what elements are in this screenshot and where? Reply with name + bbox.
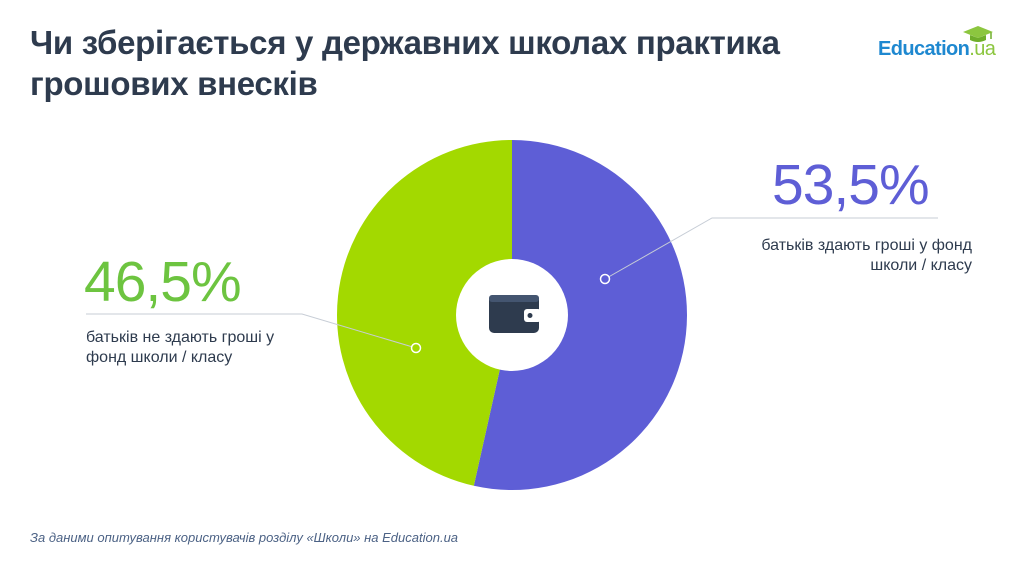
callout-line xyxy=(604,217,938,280)
logo-text: Education.ua xyxy=(878,38,996,60)
pie-slice-not-paying xyxy=(336,140,512,486)
pie-slice-paying xyxy=(473,140,687,490)
page-title: Чи зберігається у державних школах практ… xyxy=(30,24,780,102)
source-note: За даними опитування користувачів розділ… xyxy=(30,530,459,545)
callout-anchor-paying xyxy=(599,273,611,285)
education-ua-logo[interactable]: Education.ua xyxy=(878,26,998,68)
callout-line xyxy=(86,313,417,349)
wallet-icon xyxy=(489,295,541,333)
slice-value-label-not-paying: 46,5% xyxy=(84,250,242,314)
callout-anchor-not-paying xyxy=(410,342,422,354)
graduation-cap-icon xyxy=(963,26,993,42)
slice-description-paying: батьків здають гроші у фонд школи / клас… xyxy=(761,237,972,274)
slice-description-not-paying: батьків не здають гроші у фонд школи / к… xyxy=(86,329,275,366)
slice-value-label-paying: 53,5% xyxy=(772,153,930,217)
